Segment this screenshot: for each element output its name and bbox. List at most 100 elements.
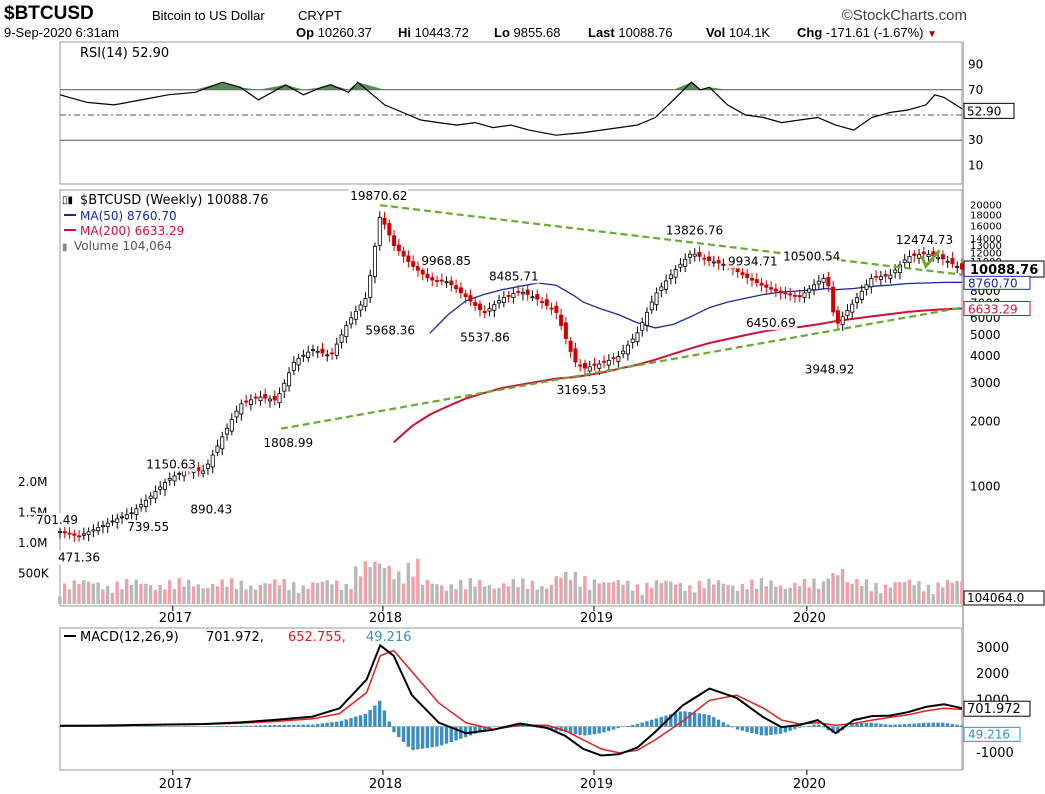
volume-bar — [86, 581, 91, 604]
macd-histogram-bar — [640, 722, 644, 727]
volume-bar — [182, 586, 186, 604]
macd-histogram-bar — [922, 722, 926, 727]
price-annotation: 3948.92 — [805, 362, 855, 376]
candle-body — [77, 535, 82, 538]
candle-body — [678, 263, 683, 268]
volume-bar — [611, 581, 616, 604]
volume-bar — [239, 580, 243, 604]
macd-histogram-bar — [735, 726, 740, 730]
candle-body — [640, 322, 645, 331]
candle-body — [587, 366, 592, 372]
annotation-bg — [744, 316, 798, 331]
volume-bar — [544, 588, 549, 604]
macd-histogram-bar — [678, 711, 683, 727]
macd-histogram-bar — [339, 720, 344, 727]
macd-histogram-bar — [377, 700, 382, 727]
macd-histogram-bar — [917, 723, 921, 727]
macd-x-tick: 2020 — [793, 777, 826, 792]
volume-bar — [268, 583, 272, 604]
volume-bar — [105, 585, 110, 604]
annotation-bg — [348, 189, 409, 204]
volume-bar — [907, 579, 912, 604]
volume-bar — [144, 583, 148, 604]
volume-bar — [125, 578, 129, 604]
volume-bar — [115, 581, 119, 604]
candle-body — [58, 531, 63, 534]
volume-tick: 500K — [18, 567, 50, 581]
macd-legend-signal: 652.755, — [288, 630, 346, 645]
volume-bar — [315, 583, 320, 604]
candle-body — [902, 259, 907, 263]
price-annotation: 739.55 — [127, 520, 169, 534]
macd-histogram-bar — [125, 726, 129, 727]
volume-bar — [960, 581, 964, 604]
volume-bar — [587, 589, 592, 604]
volume-bar — [468, 578, 473, 604]
macd-histogram-bar — [272, 725, 277, 727]
panel-frame-2 — [59, 627, 963, 771]
volume-bar — [788, 587, 792, 604]
annotation-bg — [663, 223, 724, 238]
volume-bar — [330, 584, 334, 604]
volume-bar — [669, 581, 673, 604]
macd-histogram-bar — [807, 725, 811, 727]
macd-histogram-bar — [845, 726, 850, 728]
macd-histogram-bar — [382, 710, 387, 727]
candle-body — [196, 467, 201, 471]
macd-histogram-bar — [411, 726, 415, 751]
macd-histogram-bar — [869, 722, 873, 727]
volume-bar — [707, 578, 711, 604]
candle-body — [167, 478, 172, 481]
macd-histogram-bar — [392, 726, 396, 733]
volume-bar — [807, 587, 811, 604]
macd-histogram-bar — [902, 724, 907, 727]
stockcharts-logo[interactable]: ©StockCharts.com — [841, 7, 967, 24]
macd-histogram-bar — [244, 725, 248, 727]
price-annotation: 1808.99 — [264, 436, 314, 450]
volume-bar — [797, 586, 802, 604]
candle-body — [430, 277, 435, 281]
volume-bar — [554, 576, 558, 604]
candle-body — [797, 295, 802, 298]
macd-histogram-bar — [645, 721, 649, 727]
candle-body — [334, 343, 339, 356]
price-annotation: 1150.63 — [146, 457, 196, 471]
macd-histogram-bar — [950, 723, 955, 727]
macd-histogram-bar — [234, 725, 239, 727]
candle-body — [401, 250, 406, 257]
ma200-current-box — [963, 301, 1031, 317]
macd-histogram-bar — [191, 726, 196, 727]
candle-body — [477, 303, 482, 311]
volume-bar — [363, 561, 368, 604]
ma50-legend: MA(50) 8760.70 — [80, 209, 177, 223]
macd-histogram-bar — [330, 722, 334, 727]
volume-bar — [855, 579, 859, 604]
candle-body — [850, 303, 855, 313]
ma50-current-label: 8760.70 — [968, 276, 1018, 290]
volume-bar — [253, 589, 258, 604]
macd-histogram-bar — [893, 724, 897, 727]
candle-body — [353, 311, 358, 320]
macd-histogram-bar — [611, 726, 616, 730]
volume-bar — [630, 590, 635, 604]
candle-body — [444, 281, 449, 284]
volume-bar — [430, 583, 434, 604]
macd-current-label: 701.972 — [967, 702, 1021, 717]
price-current-label: 10088.76 — [970, 263, 1038, 278]
macd-histogram-bar — [134, 726, 138, 727]
ma50-line — [429, 281, 963, 334]
macd-histogram-bar — [855, 723, 859, 727]
candle-body — [143, 499, 148, 507]
volume-bar — [568, 580, 573, 604]
volume-bar — [425, 579, 430, 604]
macd-histogram-bar — [721, 722, 725, 727]
volume-bar — [850, 583, 854, 604]
volume-bar — [783, 588, 788, 604]
price-annotation: 12474.73 — [896, 233, 953, 247]
quote-low: Lo 9855.68 — [494, 25, 561, 40]
volume-bar — [196, 584, 201, 604]
volume-bar — [120, 589, 124, 604]
macd-histogram-bar — [105, 726, 110, 727]
macd-histogram-bar — [564, 726, 568, 733]
volume-bar — [258, 584, 263, 604]
